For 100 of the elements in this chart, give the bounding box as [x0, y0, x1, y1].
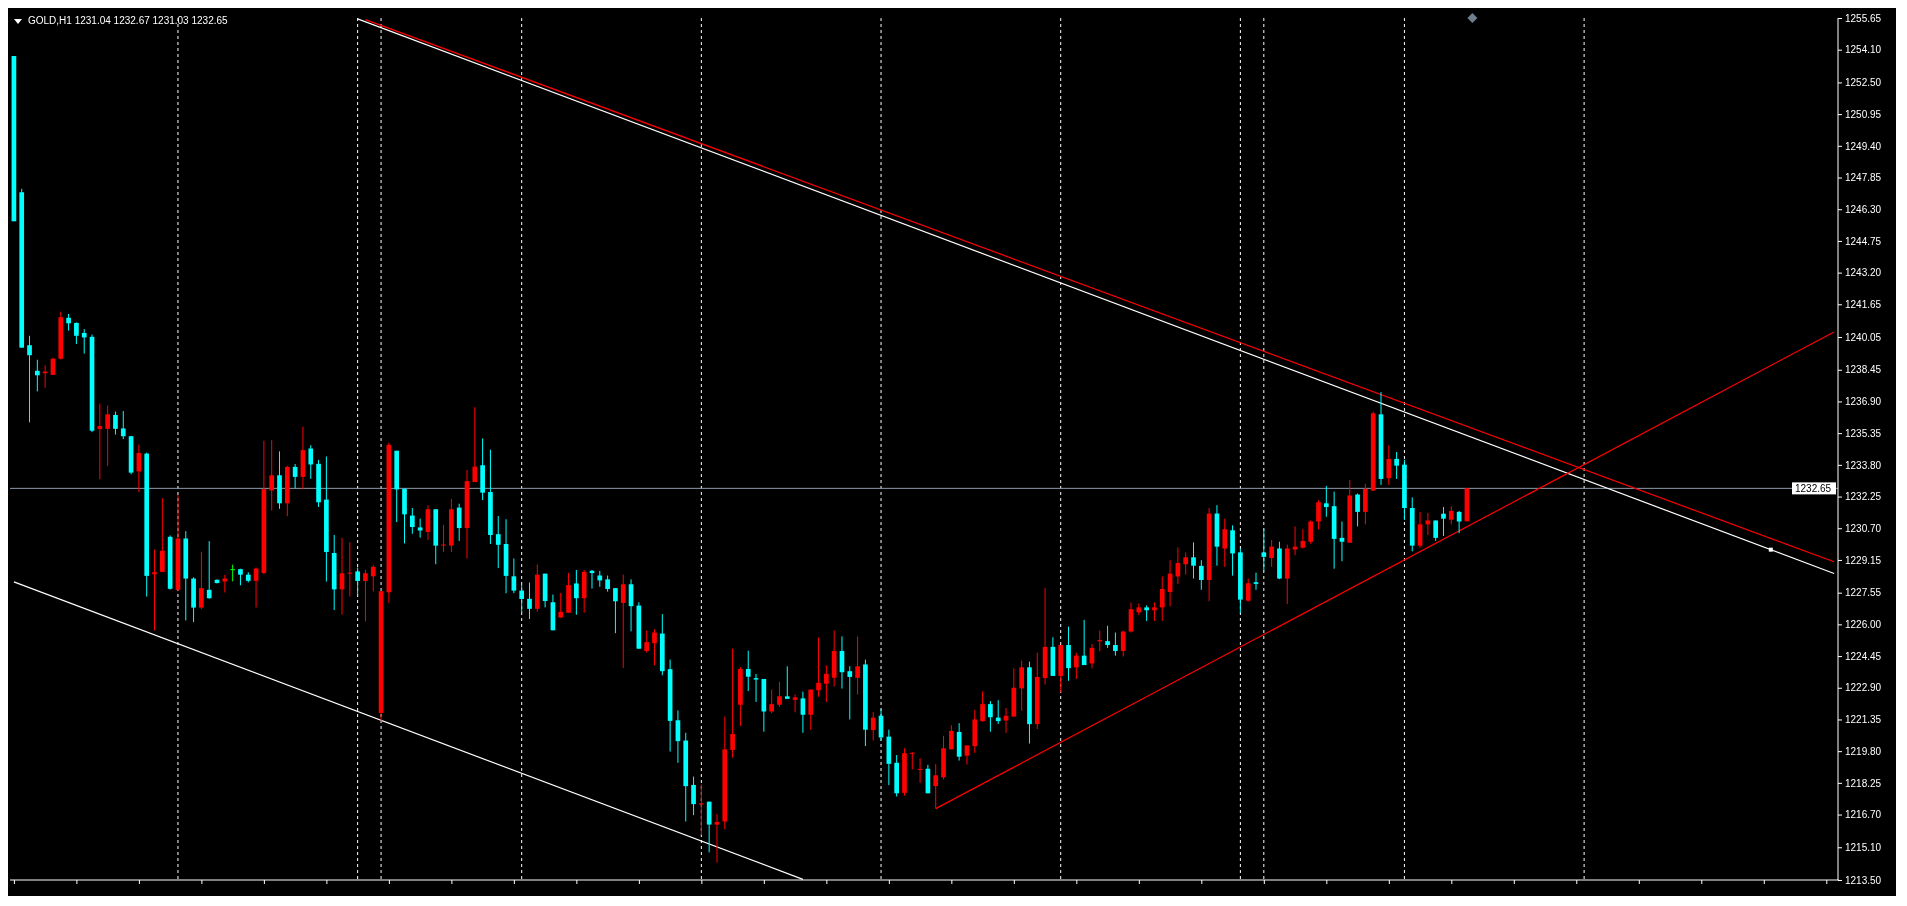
y-tick-label: 1215.10: [1845, 841, 1882, 853]
candlestick: [792, 694, 798, 713]
candlestick: [1073, 652, 1079, 680]
y-tick-label: 1226.00: [1845, 619, 1882, 631]
y-tick-label: 1230.70: [1845, 522, 1882, 534]
candlestick: [1198, 559, 1204, 591]
candlestick: [409, 507, 415, 535]
candlestick: [495, 515, 501, 569]
candlestick: [1433, 519, 1439, 542]
candlestick: [558, 592, 564, 619]
y-tick-label: 1244.75: [1845, 235, 1882, 247]
candlestick: [1152, 601, 1157, 622]
candlestick: [159, 497, 165, 573]
candlestick: [199, 551, 204, 610]
candlestick: [519, 584, 525, 614]
y-tick-label: 1227.55: [1845, 587, 1882, 599]
y-tick-label: 1229.15: [1845, 554, 1882, 566]
candlestick: [1183, 551, 1189, 575]
y-tick-label: 1247.85: [1845, 172, 1882, 184]
candlestick: [949, 724, 954, 750]
candlestick: [980, 690, 985, 723]
candlestick: [769, 689, 775, 714]
candlestick: [620, 574, 626, 669]
ref-line-label: 1232.65: [1795, 482, 1832, 494]
y-tick-label: 1236.90: [1845, 396, 1882, 408]
y-tick-label: 1224.45: [1845, 650, 1882, 662]
candlestick: [105, 405, 110, 467]
candlestick: [1253, 572, 1259, 591]
candlestick: [1269, 539, 1274, 568]
candlestick: [27, 335, 32, 423]
candlestick: [714, 813, 720, 864]
candlestick: [1245, 578, 1251, 603]
candlestick: [269, 439, 275, 511]
candlestick: [988, 700, 993, 733]
y-tick-label: 1238.45: [1845, 364, 1882, 376]
candlestick: [699, 783, 704, 836]
candlestick: [652, 628, 657, 666]
candlestick: [1441, 506, 1446, 537]
candlestick: [777, 681, 782, 708]
candlestick: [441, 524, 446, 553]
candlestick: [855, 635, 860, 696]
candlestick: [81, 328, 87, 355]
y-tick-label: 1246.30: [1845, 203, 1882, 215]
y-tick-label: 1250.95: [1845, 108, 1882, 120]
candlestick: [1113, 632, 1118, 657]
candlestick: [816, 636, 821, 698]
candlestick: [1323, 485, 1329, 518]
y-tick-label: 1235.35: [1845, 427, 1882, 439]
candlestick: [691, 776, 696, 816]
candlestick: [706, 801, 712, 853]
candlestick: [1386, 444, 1392, 486]
candlestick: [613, 587, 618, 634]
candlestick: [456, 503, 462, 542]
candlestick: [995, 699, 1001, 725]
y-tick-label: 1219.80: [1845, 745, 1882, 757]
y-tick-label: 1240.05: [1845, 331, 1882, 343]
candlestick: [35, 359, 40, 392]
candlestick: [745, 650, 751, 692]
candlestick: [1159, 576, 1165, 622]
candlestick: [347, 541, 353, 598]
candlestick: [784, 665, 790, 700]
candlestick: [1363, 483, 1368, 525]
candlestick: [1316, 499, 1321, 530]
candlestick: [1191, 541, 1196, 580]
y-tick-label: 1221.35: [1845, 714, 1882, 726]
y-tick-label: 1249.40: [1845, 140, 1882, 152]
candlestick: [1261, 528, 1267, 572]
candlestick: [1019, 660, 1024, 712]
candlestick: [1120, 630, 1126, 657]
candlestick: [1394, 451, 1399, 480]
candlestick: [206, 540, 212, 600]
candlestick: [472, 406, 478, 483]
candlestick: [909, 751, 915, 770]
y-tick-label: 1252.50: [1845, 77, 1882, 89]
y-tick-label: 1241.65: [1845, 299, 1882, 311]
candlestick: [847, 665, 853, 720]
y-tick-label: 1254.10: [1845, 44, 1882, 56]
candlestick: [511, 558, 517, 594]
y-tick-label: 1216.70: [1845, 809, 1882, 821]
candlestick: [370, 564, 376, 592]
candlestick: [97, 403, 103, 480]
candlestick: [113, 411, 118, 436]
y-tick-label: 1232.25: [1845, 491, 1882, 503]
candlestick: [152, 549, 157, 631]
candlestick: [355, 567, 360, 597]
y-tick-label: 1213.50: [1845, 874, 1882, 886]
y-tick-label: 1222.90: [1845, 682, 1882, 694]
y-tick-label: 1233.80: [1845, 459, 1882, 471]
candlestick: [964, 744, 970, 765]
y-tick-label: 1243.20: [1845, 267, 1882, 279]
candlestick: [574, 569, 579, 616]
y-tick-label: 1255.65: [1845, 12, 1882, 24]
candlestick: [120, 410, 126, 440]
chart-title: GOLD,H1 1231.04 1232.67 1231.03 1232.65: [28, 15, 229, 26]
candlestick: [363, 569, 368, 622]
candlestick: [1222, 518, 1228, 568]
y-tick-label: 1218.25: [1845, 777, 1882, 789]
candlestick: [1292, 525, 1298, 556]
candlestick: [1308, 519, 1314, 545]
candlestick: [870, 711, 876, 742]
